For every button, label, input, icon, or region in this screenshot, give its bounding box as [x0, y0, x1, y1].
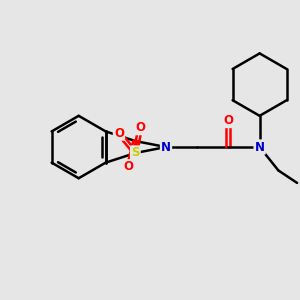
Text: S: S: [131, 146, 140, 160]
Text: O: O: [224, 114, 233, 127]
Text: O: O: [114, 127, 124, 140]
Text: N: N: [161, 140, 171, 154]
Text: O: O: [135, 121, 145, 134]
Text: O: O: [124, 160, 134, 173]
Text: N: N: [255, 140, 265, 154]
